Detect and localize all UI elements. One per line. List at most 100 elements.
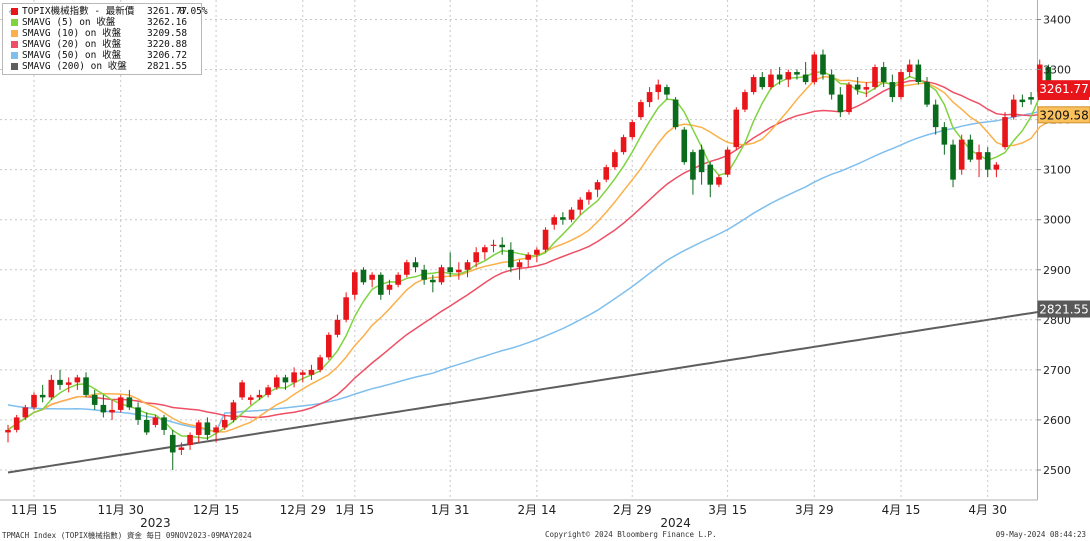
candle-body — [221, 419, 228, 428]
candle-body — [360, 269, 367, 283]
candle-body — [646, 92, 653, 103]
legend-row-price: ⊕ TOPIX機械指數 - 最新價 3261.77 0.05% — [9, 6, 208, 17]
candle-body — [291, 372, 297, 383]
sma20-line — [7, 79, 1058, 431]
candle-body — [551, 217, 558, 225]
candle-body — [516, 262, 523, 268]
axis-flag-box — [1037, 80, 1090, 98]
candle-body — [395, 274, 401, 285]
candle-body — [837, 94, 844, 113]
candle-body — [464, 262, 471, 270]
candle-body — [629, 122, 636, 138]
candle-body — [1010, 99, 1017, 118]
y-tick-label: 3400 — [1043, 14, 1071, 27]
candle-body — [577, 199, 584, 210]
candle-body — [889, 82, 896, 98]
candle-body — [490, 244, 497, 246]
candle-body — [325, 334, 332, 358]
candle-body — [586, 192, 592, 200]
candle-body — [230, 402, 237, 420]
candle-body — [716, 177, 722, 185]
candle-body — [74, 377, 81, 383]
axis-flags: 3261.77 3209.58 2821.55 — [1037, 80, 1090, 318]
x-tick-label: 2月 29 — [613, 503, 652, 517]
x-tick-label: 4月 15 — [882, 503, 921, 517]
candle-body — [698, 149, 705, 173]
candle-body — [421, 269, 427, 280]
candle-body — [672, 99, 679, 128]
footer-timestamp: 09-May-2024 08:44:23 — [995, 530, 1086, 539]
axis-flag-box — [1037, 106, 1090, 124]
candle-body — [135, 407, 141, 420]
legend-label: SMAVG (200) on 收盤 — [22, 61, 127, 72]
x-tick-label: 1月 31 — [431, 503, 470, 517]
candle-body — [447, 267, 453, 273]
candle-body — [161, 417, 167, 430]
moving-average-layer — [7, 70, 1058, 474]
candle-body — [863, 87, 870, 90]
axis-flag-label: 3209.58 — [1039, 108, 1089, 122]
candle-body — [378, 274, 384, 295]
candle-body — [1019, 99, 1026, 103]
y-tick-label: 3300 — [1043, 64, 1071, 77]
candle-body — [950, 144, 956, 180]
candle-body — [39, 394, 46, 398]
candle-body — [724, 149, 731, 175]
candle-body — [620, 137, 627, 153]
candle-body — [828, 74, 835, 95]
candle-body — [178, 447, 185, 450]
legend-swatch — [11, 30, 18, 37]
candles-layer — [5, 49, 1060, 470]
candle-body — [1036, 64, 1043, 93]
legend-row-sma20: SMAVG (20) on 收盤 3220.88 — [9, 39, 198, 50]
candle-body — [404, 262, 410, 275]
candle-body — [906, 64, 913, 73]
legend-value: 3220.88 — [147, 39, 188, 50]
candle-body — [958, 139, 965, 170]
candle-body — [733, 109, 740, 148]
candle-body — [811, 54, 818, 83]
candle-body — [299, 372, 306, 375]
axis-flag-label: 3261.77 — [1039, 82, 1089, 96]
x-tick-label: 3月 15 — [708, 503, 747, 517]
x-year-label: 2023 — [140, 516, 171, 530]
x-tick-label: 12月 15 — [193, 503, 239, 517]
candle-body — [984, 152, 991, 170]
x-tick-label: 2月 14 — [518, 503, 557, 517]
candle-body — [802, 74, 809, 83]
candle-body — [560, 217, 566, 220]
candle-body — [482, 247, 488, 253]
footer-security-info: TPMACH Index (TOPIX機械指數) 資金 每日 09NOV2023… — [2, 531, 252, 540]
candle-body — [31, 394, 37, 408]
candle-body — [126, 397, 133, 408]
candle-body — [352, 272, 358, 295]
y-tick-label: 2700 — [1043, 364, 1071, 377]
candle-body — [369, 274, 375, 280]
x-tick-label: 11月 30 — [98, 503, 144, 517]
candle-body — [143, 419, 150, 433]
candle-body — [204, 422, 211, 435]
candle-body — [152, 417, 159, 425]
candle-body — [412, 262, 419, 268]
sma10-line — [7, 76, 1058, 433]
candle-body — [456, 269, 462, 273]
y-tick-label: 3100 — [1043, 164, 1071, 177]
candle-body — [664, 87, 670, 95]
y-tick-label: 2900 — [1043, 264, 1071, 277]
candle-body — [48, 379, 55, 398]
candle-body — [195, 422, 202, 435]
candle-body — [117, 397, 124, 410]
candle-body — [846, 84, 852, 113]
candle-body — [967, 139, 974, 160]
candle-body — [22, 407, 29, 418]
candle-body — [247, 397, 254, 400]
candle-body — [273, 377, 280, 388]
candle-body — [924, 82, 930, 105]
legend-row-sma200: SMAVG (200) on 收盤 2821.55 — [9, 61, 198, 72]
legend-swatch — [11, 19, 18, 26]
candle-body — [750, 77, 757, 93]
candle-body — [542, 229, 549, 250]
candle-body — [820, 54, 826, 75]
legend-swatch — [11, 63, 18, 70]
